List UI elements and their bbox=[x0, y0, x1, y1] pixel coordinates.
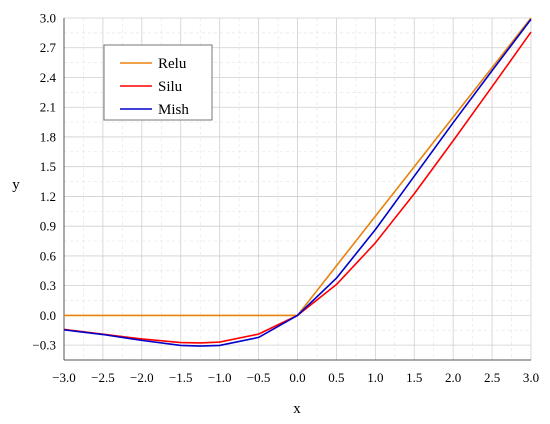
y-tick-label: 1.2 bbox=[40, 189, 56, 204]
legend-label-mish: Mish bbox=[158, 102, 189, 118]
x-tick-label: 0.5 bbox=[328, 370, 344, 385]
x-tick-label: 2.5 bbox=[484, 370, 500, 385]
series-line-relu bbox=[64, 17, 532, 317]
y-tick-label: 3.0 bbox=[40, 11, 56, 26]
x-tick-label: 1.0 bbox=[367, 370, 383, 385]
series-lines bbox=[63, 17, 532, 347]
y-axis-title: y bbox=[12, 177, 20, 193]
legend-label-silu: Silu bbox=[158, 79, 183, 95]
x-tick-label: 3.0 bbox=[523, 370, 539, 385]
y-tick-label: 0.0 bbox=[40, 308, 56, 323]
grid bbox=[63, 17, 532, 360]
x-tick-label: −1.5 bbox=[169, 370, 193, 385]
x-tick-label: −3.0 bbox=[52, 370, 76, 385]
y-tick-label: 0.6 bbox=[40, 248, 57, 263]
y-tick-label: 2.4 bbox=[40, 70, 57, 85]
x-tick-label: 1.5 bbox=[406, 370, 422, 385]
y-tick-label: −0.3 bbox=[32, 338, 56, 353]
y-tick-label: 1.5 bbox=[40, 159, 56, 174]
legend-box bbox=[103, 44, 213, 121]
x-axis-title: x bbox=[293, 401, 301, 417]
legend: Relu Silu Mish bbox=[103, 44, 213, 121]
x-tick-label: 0.0 bbox=[289, 370, 305, 385]
x-tick-label: −2.5 bbox=[91, 370, 115, 385]
y-tick-labels: −0.3 0.0 0.3 0.6 0.9 1.2 1.5 1.8 2.1 2.4 2.7 3.0 bbox=[32, 11, 56, 353]
x-tick-label: −2.0 bbox=[130, 370, 154, 385]
series-line-mish bbox=[63, 18, 532, 347]
x-tick-labels: −3.0 −2.5 −2.0 −1.5 −1.0 −0.5 0.0 0.5 1.0 1.5 2.0 2… bbox=[52, 370, 539, 385]
y-tick-label: 2.7 bbox=[40, 40, 57, 55]
y-tick-label: 1.8 bbox=[40, 129, 56, 144]
x-tick-label: 2.0 bbox=[445, 370, 461, 385]
x-tick-label: −1.0 bbox=[208, 370, 232, 385]
legend-label-relu: Relu bbox=[158, 56, 187, 72]
y-tick-label: 0.9 bbox=[40, 219, 56, 234]
x-tick-label: −0.5 bbox=[247, 370, 271, 385]
y-tick-label: 0.3 bbox=[40, 278, 56, 293]
y-tick-label: 2.1 bbox=[40, 100, 56, 115]
series-line-silu bbox=[63, 31, 532, 344]
